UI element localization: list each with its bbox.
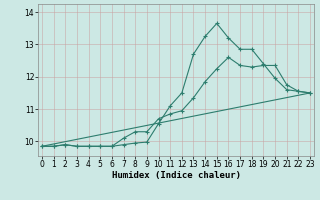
X-axis label: Humidex (Indice chaleur): Humidex (Indice chaleur) [111, 171, 241, 180]
